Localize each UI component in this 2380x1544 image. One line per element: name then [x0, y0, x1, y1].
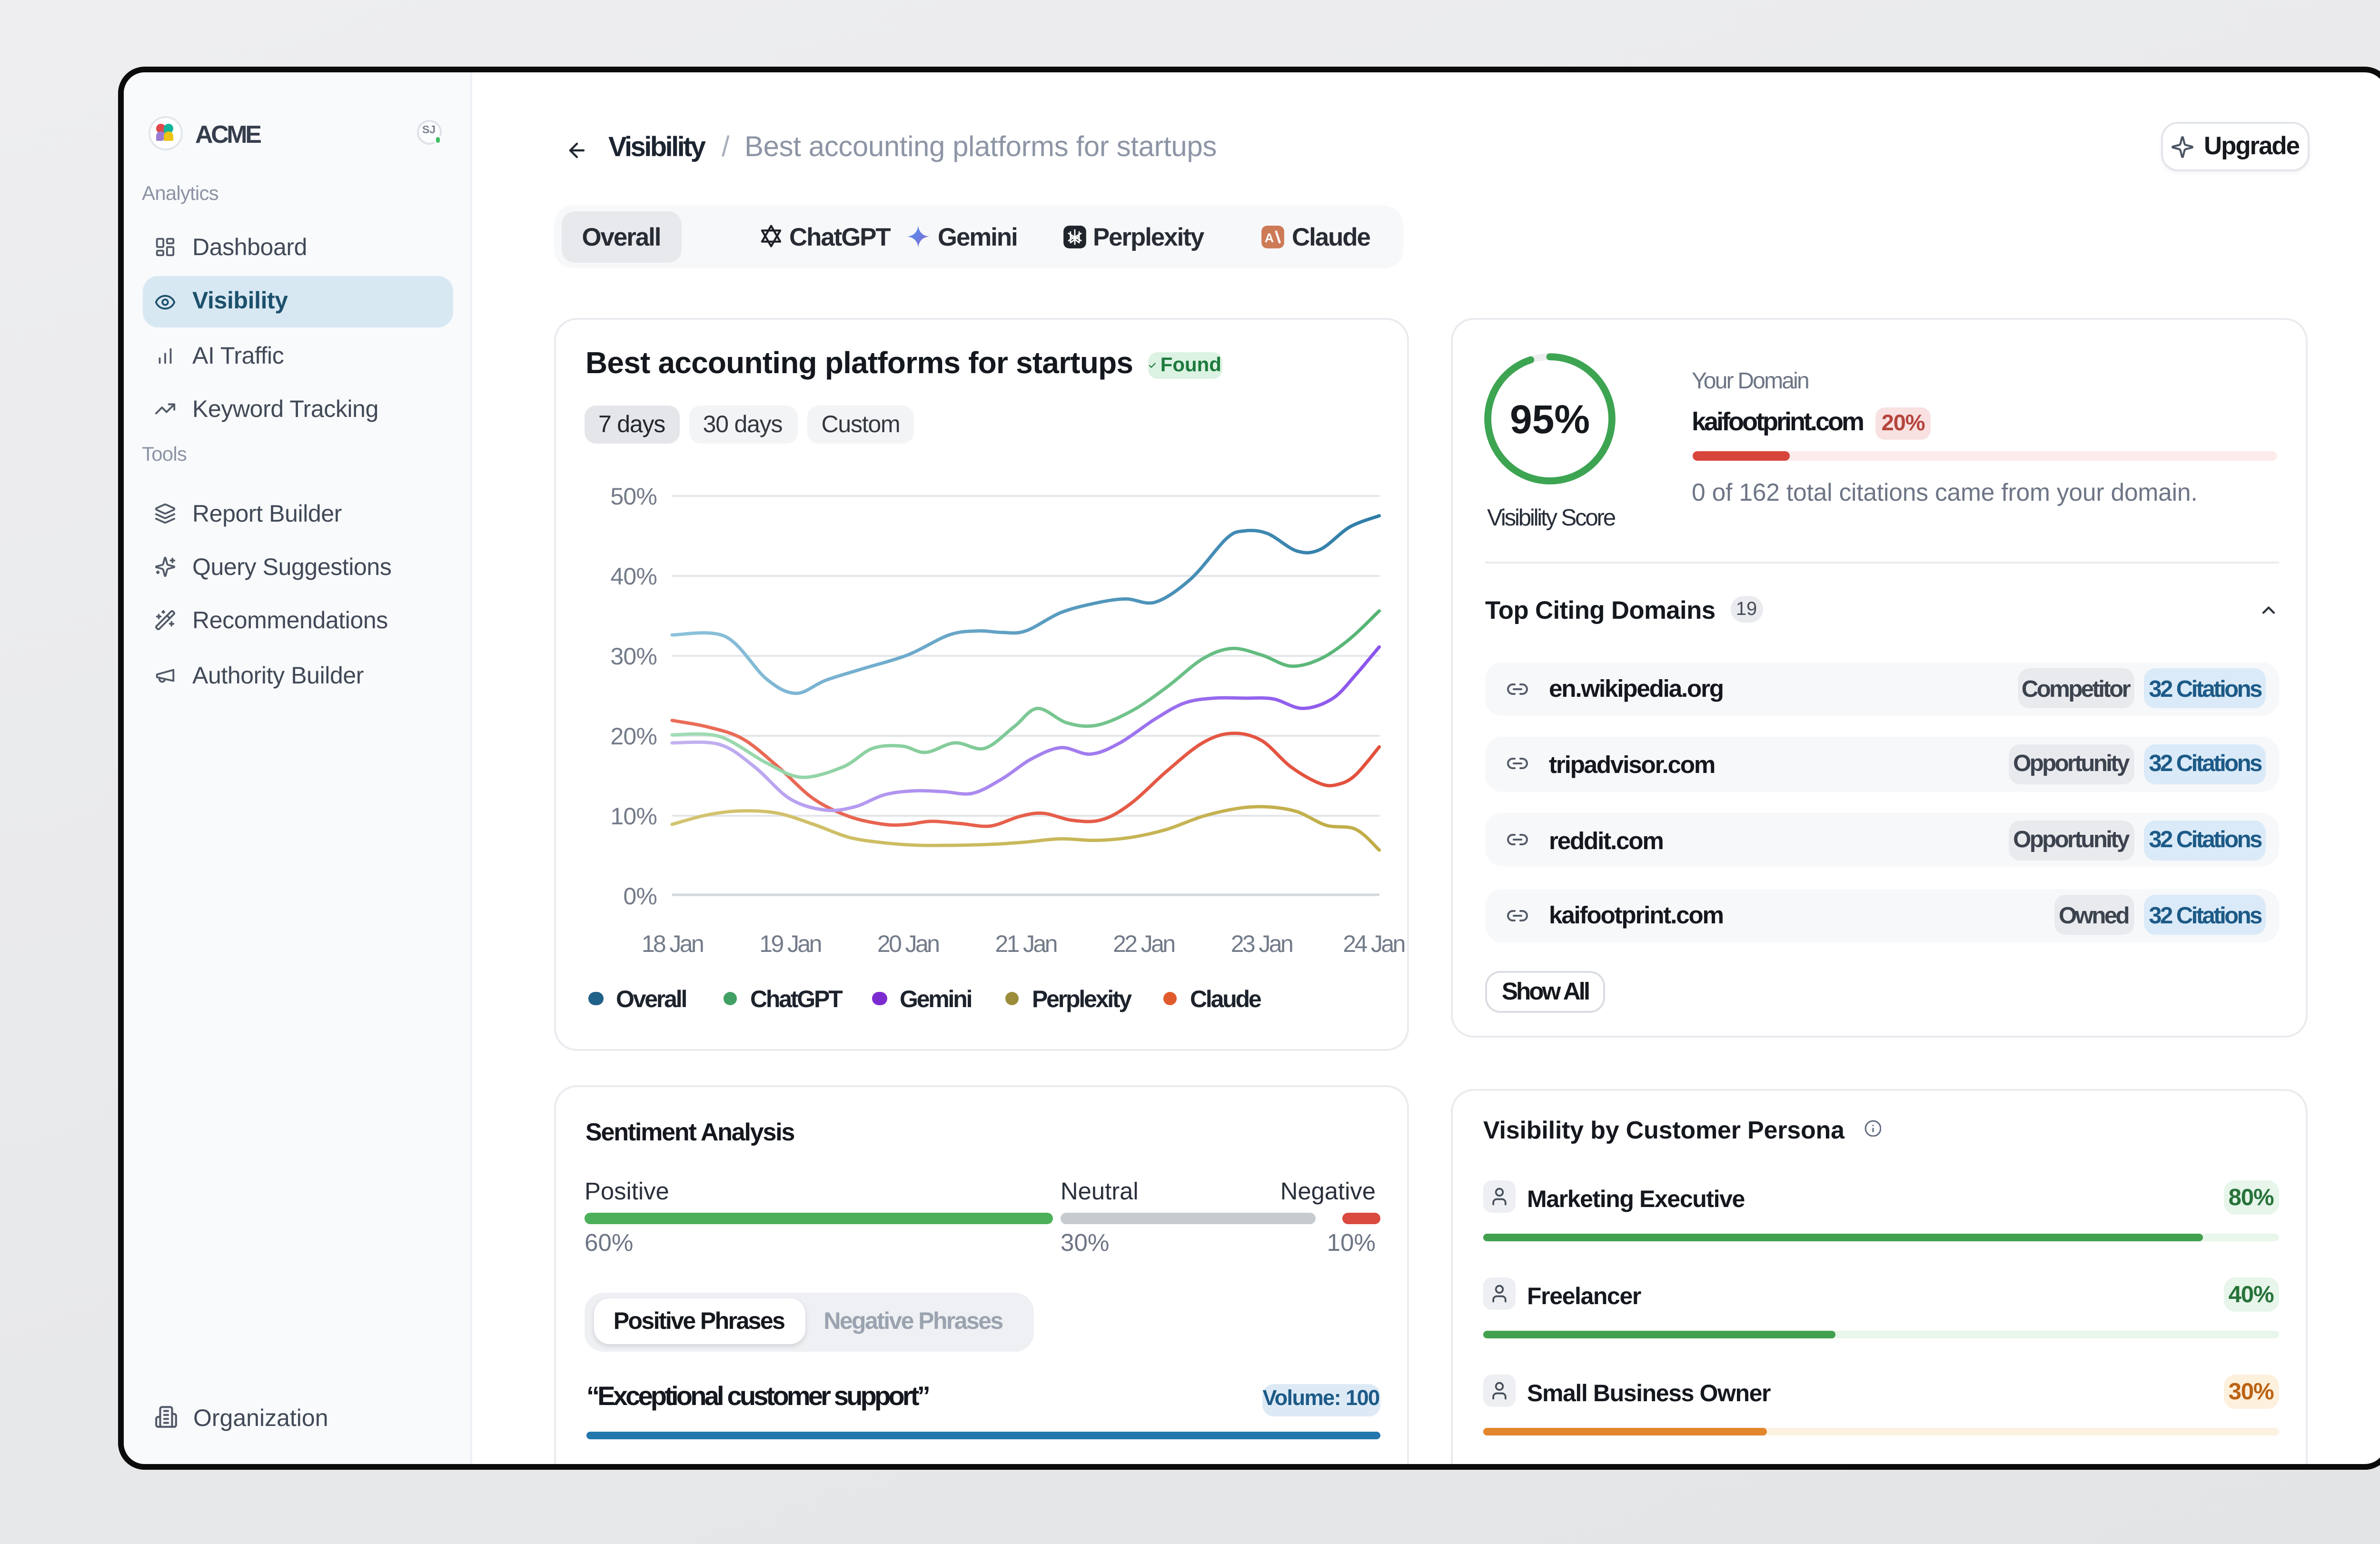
- svg-text:95%: 95%: [1510, 396, 1590, 441]
- svg-text:A: A: [1265, 229, 1274, 244]
